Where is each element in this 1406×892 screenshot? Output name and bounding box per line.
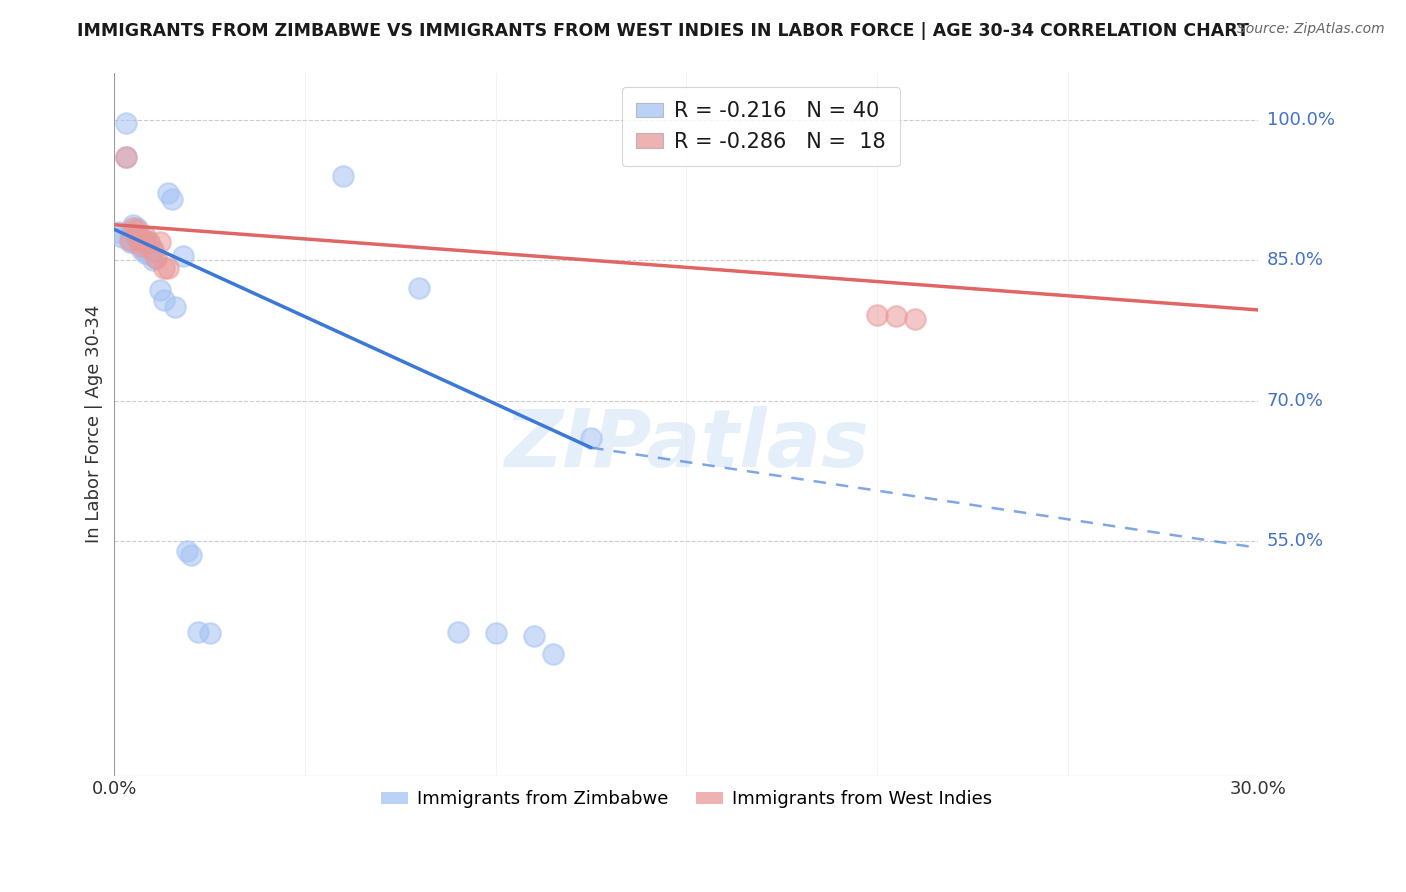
- Point: [134, 245, 156, 260]
- Point: [127, 221, 149, 235]
- Point: [408, 281, 430, 295]
- Point: [523, 629, 546, 643]
- Point: [141, 253, 163, 268]
- Point: [145, 252, 167, 266]
- Point: [127, 223, 149, 237]
- Point: [129, 233, 152, 247]
- Point: [115, 115, 138, 129]
- Point: [904, 312, 927, 326]
- Point: [198, 626, 221, 640]
- Point: [160, 193, 183, 207]
- Point: [176, 543, 198, 558]
- Point: [165, 300, 187, 314]
- Point: [138, 235, 160, 250]
- Point: [141, 242, 163, 256]
- Text: 55.0%: 55.0%: [1267, 533, 1324, 550]
- Point: [129, 242, 152, 256]
- Text: 30.0%: 30.0%: [1230, 780, 1286, 798]
- Point: [866, 308, 889, 322]
- Text: Source: ZipAtlas.com: Source: ZipAtlas.com: [1237, 22, 1385, 37]
- Point: [446, 625, 468, 640]
- Point: [156, 186, 179, 200]
- Point: [127, 227, 149, 242]
- Point: [134, 235, 156, 250]
- Text: 0.0%: 0.0%: [91, 780, 138, 798]
- Point: [485, 626, 508, 640]
- Point: [118, 225, 141, 239]
- Text: 100.0%: 100.0%: [1267, 111, 1334, 128]
- Point: [153, 293, 176, 307]
- Point: [149, 235, 172, 249]
- Point: [111, 230, 134, 244]
- Legend: Immigrants from Zimbabwe, Immigrants from West Indies: Immigrants from Zimbabwe, Immigrants fro…: [374, 783, 1000, 815]
- Point: [115, 150, 138, 164]
- Point: [107, 225, 129, 239]
- Point: [122, 235, 145, 249]
- Point: [134, 239, 156, 253]
- Point: [541, 647, 564, 661]
- Point: [118, 233, 141, 247]
- Text: ZIPatlas: ZIPatlas: [503, 407, 869, 484]
- Text: IMMIGRANTS FROM ZIMBABWE VS IMMIGRANTS FROM WEST INDIES IN LABOR FORCE | AGE 30-: IMMIGRANTS FROM ZIMBABWE VS IMMIGRANTS F…: [77, 22, 1249, 40]
- Point: [180, 549, 202, 563]
- Point: [579, 431, 602, 445]
- Point: [115, 150, 138, 164]
- Point: [187, 625, 209, 640]
- Point: [149, 283, 172, 297]
- Point: [134, 229, 156, 244]
- Point: [156, 260, 179, 275]
- Point: [141, 244, 163, 258]
- Point: [118, 235, 141, 249]
- Point: [884, 309, 907, 323]
- Y-axis label: In Labor Force | Age 30-34: In Labor Force | Age 30-34: [86, 305, 103, 543]
- Point: [127, 235, 149, 249]
- Point: [172, 249, 194, 263]
- Point: [134, 233, 156, 247]
- Point: [127, 230, 149, 244]
- Text: 85.0%: 85.0%: [1267, 252, 1324, 269]
- Point: [122, 218, 145, 232]
- Point: [122, 220, 145, 235]
- Point: [332, 169, 354, 183]
- Point: [145, 251, 167, 265]
- Point: [138, 235, 160, 249]
- Point: [138, 246, 160, 260]
- Point: [129, 231, 152, 245]
- Point: [129, 236, 152, 251]
- Point: [122, 227, 145, 241]
- Point: [129, 239, 152, 253]
- Text: 70.0%: 70.0%: [1267, 392, 1323, 409]
- Point: [153, 260, 176, 275]
